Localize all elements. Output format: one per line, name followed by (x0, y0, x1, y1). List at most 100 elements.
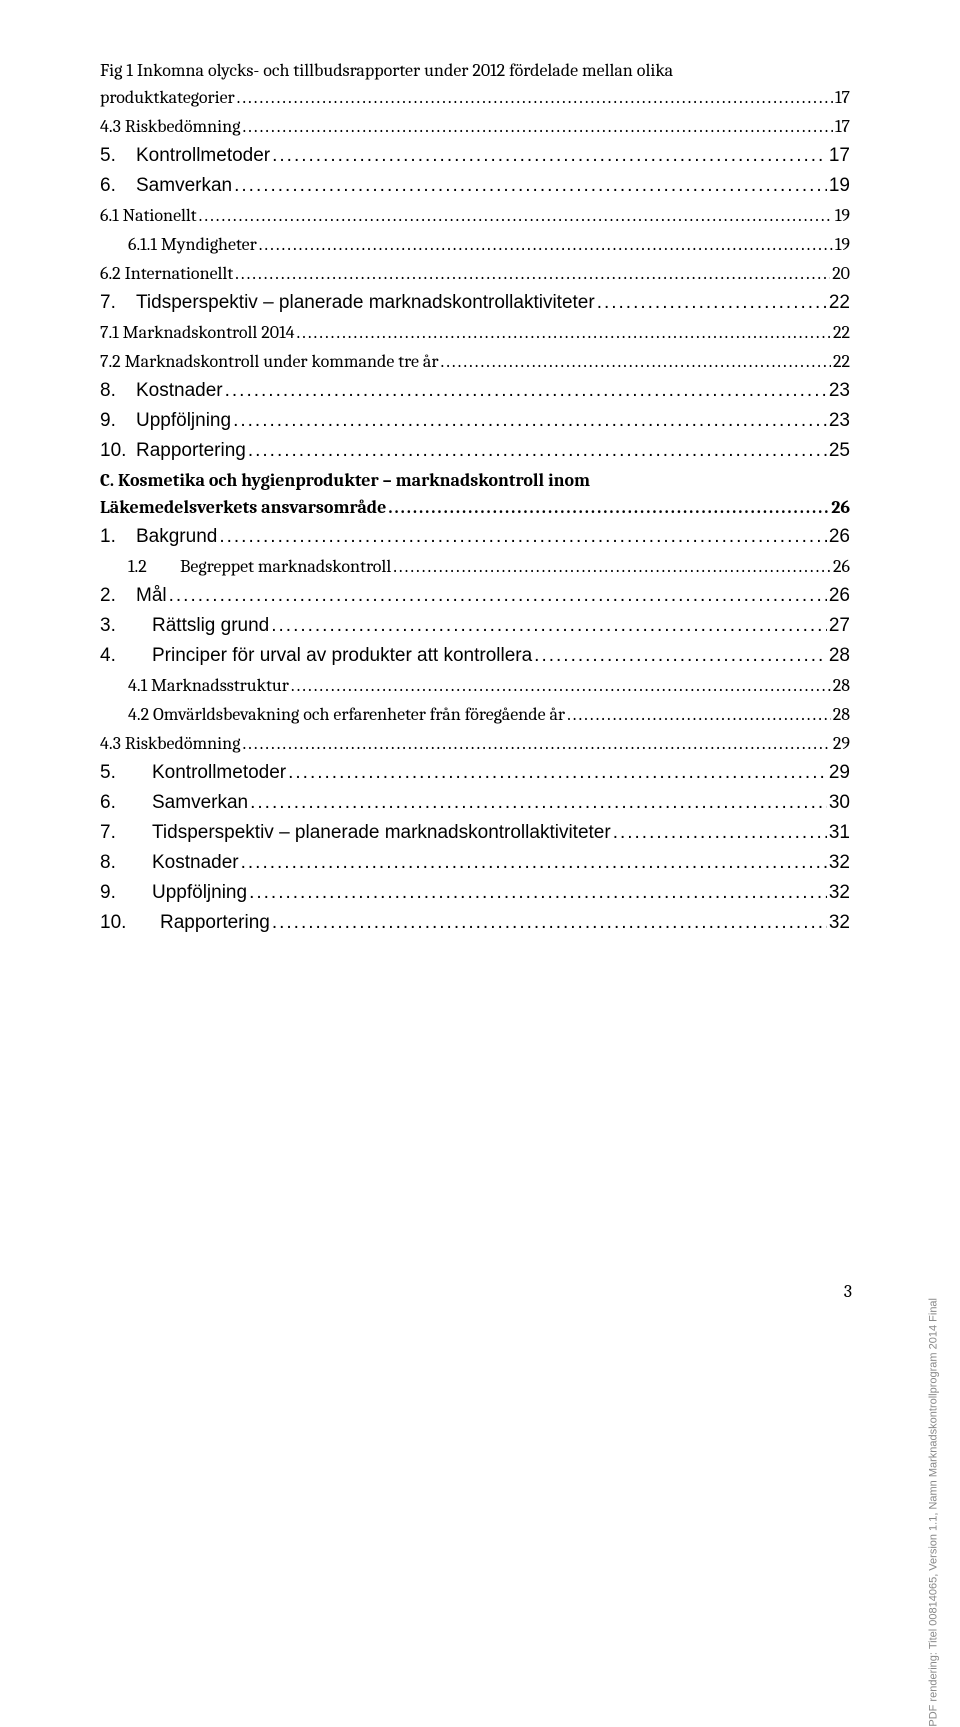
toc-entry-page: 17 (835, 116, 850, 137)
toc-entry-text: 4.3 Riskbedömning (100, 116, 240, 137)
toc-entry-number: 6. (100, 792, 152, 814)
toc-entry: 10.Rapportering25 (100, 440, 850, 462)
toc-leader-dots (296, 322, 831, 343)
toc-leader-dots (249, 882, 827, 904)
toc-leader-dots (271, 615, 827, 637)
toc-leader-dots (242, 116, 833, 137)
toc-entry-text: 7.2 Marknadskontroll under kommande tre … (100, 351, 439, 372)
toc-entry: 7.1 Marknadskontroll 2014 22 (100, 322, 850, 343)
toc-entry: 9.Uppföljning 32 (100, 882, 850, 904)
toc-entry-page: 26 (833, 556, 850, 577)
table-of-contents: Fig 1 Inkomna olycks- och tillbudsrappor… (100, 60, 850, 934)
toc-entry: 3.Rättslig grund 27 (100, 615, 850, 637)
toc-entry: 4.1 Marknadsstruktur 28 (128, 675, 850, 696)
toc-entry: 6.2 Internationellt20 (100, 263, 850, 284)
toc-entry: 4.3 Riskbedömning 29 (100, 733, 850, 754)
toc-entry: Fig 1 Inkomna olycks- och tillbudsrappor… (100, 60, 850, 81)
toc-entry: 4.Principer för urval av produkter att k… (100, 645, 850, 667)
toc-entry-text: produktkategorier (100, 87, 235, 108)
toc-leader-dots (393, 556, 831, 577)
toc-entry: C. Kosmetika och hygienprodukter – markn… (100, 470, 850, 491)
toc-entry-number: 5. (100, 145, 136, 167)
toc-entry: 5.Kontrollmetoder 29 (100, 762, 850, 784)
toc-leader-dots (288, 762, 827, 784)
toc-entry-page: 32 (829, 882, 850, 904)
toc-entry-text: 4.3 Riskbedömning (100, 733, 240, 754)
toc-entry-page: 29 (829, 762, 850, 784)
toc-entry-page: 19 (835, 234, 850, 255)
toc-entry-text: 6.1 Nationellt (100, 205, 197, 226)
toc-entry-page: 30 (829, 792, 850, 814)
pdf-rendering-label: PDF rendering: Titel 00814065, Version 1… (928, 1298, 940, 1727)
toc-leader-dots (272, 145, 827, 167)
toc-entry-text: 7.Tidsperspektiv – planerade marknadskon… (100, 822, 611, 844)
toc-leader-dots (259, 234, 833, 255)
toc-entry: 4.3 Riskbedömning 17 (100, 116, 850, 137)
toc-leader-dots (613, 822, 827, 844)
toc-entry-number: 7. (100, 822, 152, 844)
toc-entry-text: 3.Rättslig grund (100, 615, 269, 637)
toc-entry-text: 6.Samverkan (100, 175, 232, 197)
toc-entry-text: 9.Uppföljning (100, 882, 247, 904)
toc-entry-number: 1.2 (128, 556, 180, 577)
toc-leader-dots (234, 175, 827, 197)
page-number: 3 (844, 1281, 852, 1302)
toc-entry-text: 2.Mål (100, 585, 167, 607)
toc-entry: 10.Rapportering32 (100, 912, 850, 934)
toc-entry-page: 25 (829, 440, 850, 462)
toc-entry-text: C. Kosmetika och hygienprodukter – markn… (100, 470, 590, 491)
toc-entry: 6.Samverkan30 (100, 792, 850, 814)
toc-entry-text: 8.Kostnader (100, 380, 223, 402)
toc-entry: 6.Samverkan19 (100, 175, 850, 197)
toc-leader-dots (242, 733, 830, 754)
toc-entry-page: 26 (829, 585, 850, 607)
toc-entry-page: 29 (833, 733, 850, 754)
toc-leader-dots (291, 675, 831, 696)
toc-entry-text: 5.Kontrollmetoder (100, 762, 286, 784)
toc-leader-dots (233, 410, 827, 432)
toc-entry-text: 4.2 Omvärldsbevakning och erfarenheter f… (128, 704, 565, 725)
toc-entry-text: 4.Principer för urval av produkter att k… (100, 645, 532, 667)
toc-entry-page: 23 (829, 410, 850, 432)
toc-entry: 8.Kostnader 23 (100, 380, 850, 402)
toc-leader-dots (272, 912, 827, 934)
toc-leader-dots (388, 497, 829, 518)
toc-entry: Läkemedelsverkets ansvarsområde26 (100, 497, 850, 518)
toc-entry: 4.2 Omvärldsbevakning och erfarenheter f… (128, 704, 850, 725)
toc-entry-text: 8.Kostnader (100, 852, 239, 874)
toc-entry-text: 5.Kontrollmetoder (100, 145, 270, 167)
toc-entry-number: 7. (100, 292, 136, 314)
toc-entry-page: 27 (829, 615, 850, 637)
toc-entry: 8.Kostnader 32 (100, 852, 850, 874)
toc-entry: 6.1 Nationellt 19 (100, 205, 850, 226)
toc-entry-page: 23 (829, 380, 850, 402)
toc-entry-page: 32 (829, 852, 850, 874)
toc-entry-text: 1.Bakgrund (100, 526, 217, 548)
toc-entry: 6.1.1 Myndigheter 19 (128, 234, 850, 255)
toc-entry-page: 22 (833, 322, 850, 343)
toc-entry-text: 1.2Begreppet marknadskontroll (128, 556, 391, 577)
toc-leader-dots (241, 852, 827, 874)
toc-entry: 1.2Begreppet marknadskontroll 26 (128, 556, 850, 577)
toc-leader-dots (250, 792, 827, 814)
toc-entry-number: 3. (100, 615, 152, 637)
toc-entry-page: 28 (833, 675, 850, 696)
toc-entry-text: Fig 1 Inkomna olycks- och tillbudsrappor… (100, 60, 673, 81)
toc-entry-page: 20 (832, 263, 850, 284)
toc-entry-text: Läkemedelsverkets ansvarsområde (100, 497, 386, 518)
toc-entry-page: 19 (835, 205, 850, 226)
toc-leader-dots (248, 440, 827, 462)
toc-entry-text: 6.1.1 Myndigheter (128, 234, 257, 255)
toc-entry-text: 7.1 Marknadskontroll 2014 (100, 322, 294, 343)
toc-entry: 7.2 Marknadskontroll under kommande tre … (100, 351, 850, 372)
toc-leader-dots (225, 380, 827, 402)
toc-leader-dots (169, 585, 827, 607)
toc-entry: 1.Bakgrund26 (100, 526, 850, 548)
toc-entry: 7.Tidsperspektiv – planerade marknadskon… (100, 822, 850, 844)
toc-entry-number: 9. (100, 882, 152, 904)
toc-leader-dots (219, 526, 827, 548)
toc-entry-number: 8. (100, 380, 136, 402)
toc-entry-page: 22 (833, 351, 850, 372)
toc-entry-text: 4.1 Marknadsstruktur (128, 675, 289, 696)
toc-entry-number: 10. (100, 440, 136, 462)
